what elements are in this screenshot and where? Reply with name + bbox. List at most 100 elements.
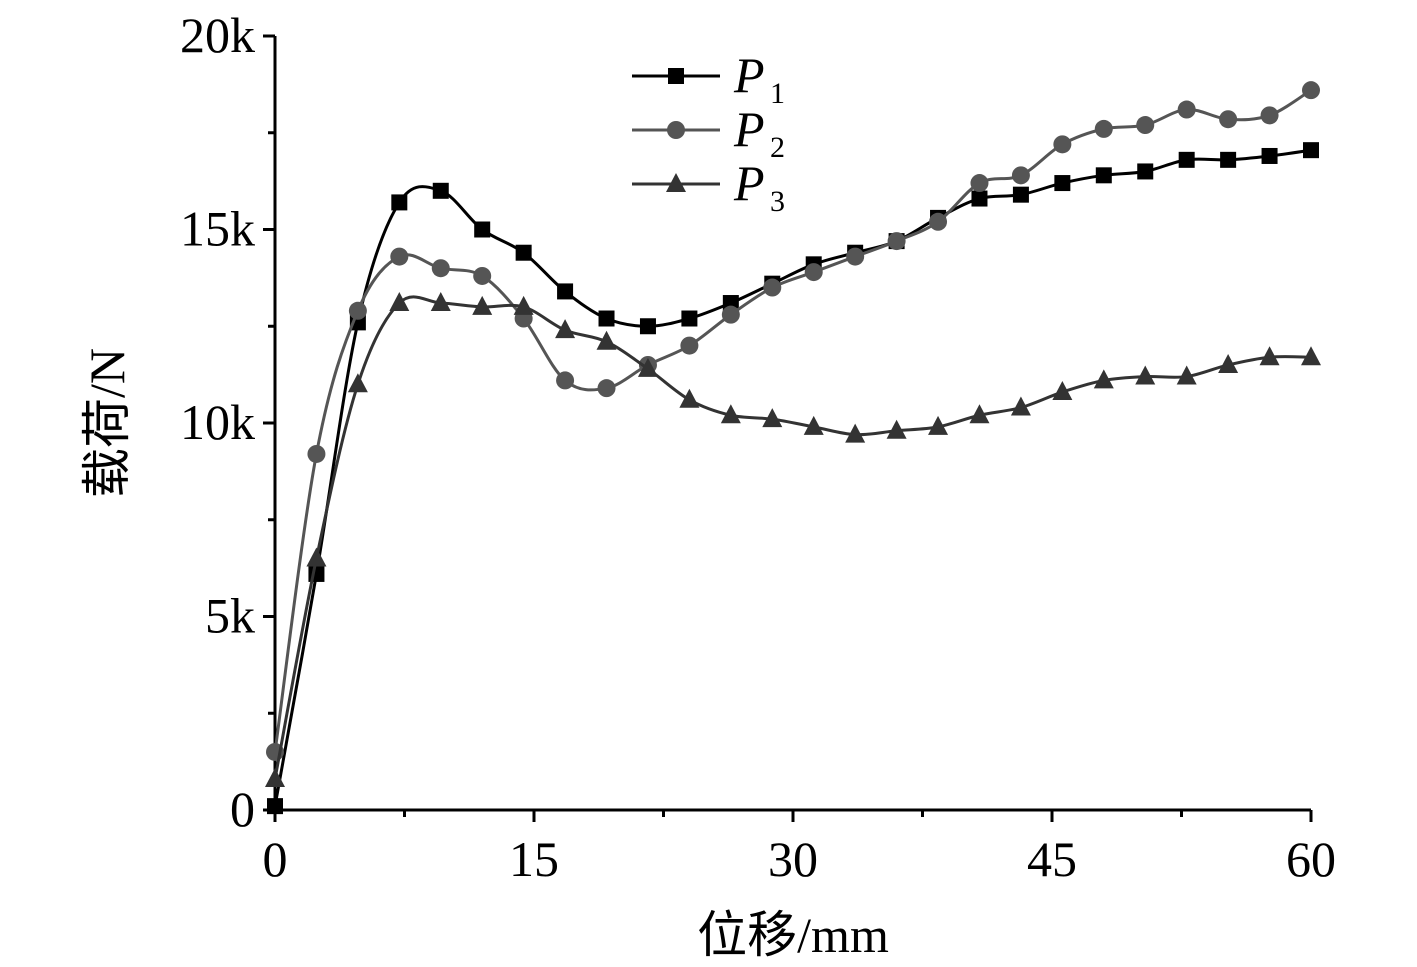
data-point: [1010, 396, 1031, 416]
data-point: [348, 301, 367, 320]
data-point: [681, 310, 698, 327]
y-tick-label: 5k: [205, 588, 255, 644]
data-point: [887, 232, 906, 251]
series-P2: [266, 81, 1320, 761]
data-point: [1176, 365, 1197, 385]
legend-subscript: 2: [770, 131, 785, 164]
data-point: [639, 318, 656, 335]
data-point: [430, 292, 451, 312]
data-point: [515, 244, 532, 261]
data-point: [597, 379, 616, 398]
data-point: [1301, 346, 1321, 366]
data-point: [1219, 110, 1238, 129]
data-point: [680, 336, 699, 355]
legend-subscript: 1: [770, 77, 785, 110]
y-tick-label: 15k: [180, 201, 255, 257]
data-point: [804, 263, 823, 282]
data-point: [1218, 353, 1239, 373]
data-point: [1260, 106, 1279, 125]
data-point: [267, 798, 283, 815]
series-line: [273, 88, 1312, 753]
legend-subscript: 3: [770, 185, 785, 218]
data-point: [845, 423, 866, 443]
data-point: [803, 415, 824, 435]
data-point: [1178, 151, 1195, 168]
series-P1: [267, 142, 1319, 815]
data-point: [1052, 381, 1073, 401]
y-tick-label: 0: [230, 781, 255, 837]
data-point: [431, 259, 450, 278]
data-point: [391, 194, 408, 211]
data-point: [969, 404, 990, 424]
data-point: [1054, 175, 1071, 192]
legend-marker: [666, 173, 686, 192]
data-point: [886, 419, 907, 439]
data-point: [557, 283, 574, 300]
data-point: [763, 278, 782, 297]
x-tick-label: 15: [509, 831, 559, 887]
series-P3: [265, 292, 1321, 788]
data-point: [1093, 369, 1114, 389]
data-point: [679, 388, 700, 408]
data-point: [1259, 346, 1280, 366]
data-point: [1177, 100, 1196, 119]
data-point: [306, 547, 327, 567]
legend: P 1P 2P 3: [632, 47, 785, 218]
data-point: [1303, 142, 1319, 159]
data-point: [596, 330, 617, 350]
axes: 0 5k 10k 15k 20k 0 15 30 45 60: [180, 7, 1336, 887]
data-point: [1261, 147, 1278, 164]
data-point: [389, 292, 410, 312]
legend-label: P: [733, 47, 765, 103]
series-line: [273, 148, 1312, 807]
data-point: [762, 408, 783, 428]
data-point: [929, 212, 948, 231]
y-tick-label: 20k: [180, 7, 255, 63]
data-point: [432, 182, 449, 199]
data-point: [1136, 116, 1155, 135]
data-point: [846, 247, 865, 266]
data-point: [1137, 163, 1154, 180]
series-line: [273, 295, 1312, 780]
legend-marker: [668, 68, 684, 84]
data-point: [390, 247, 409, 266]
series-group: [265, 81, 1321, 815]
data-point: [473, 266, 492, 285]
data-point: [1135, 365, 1156, 385]
data-point: [721, 305, 740, 324]
data-point: [928, 415, 949, 435]
legend-label: P: [733, 101, 765, 157]
legend-label: P: [733, 155, 765, 211]
data-point: [720, 404, 741, 424]
x-axis-label: 位移/mm: [697, 907, 889, 963]
data-point: [307, 444, 326, 463]
data-point: [637, 357, 658, 377]
x-tick-label: 60: [1286, 831, 1336, 887]
data-point: [1012, 186, 1029, 203]
data-point: [265, 768, 285, 788]
x-tick-label: 45: [1027, 831, 1077, 887]
data-point: [513, 295, 534, 315]
data-point: [1220, 151, 1237, 168]
data-point: [1095, 167, 1112, 184]
data-point: [472, 295, 493, 315]
y-tick-label: 10k: [180, 394, 255, 450]
x-tick-label: 0: [263, 831, 288, 887]
data-point: [474, 221, 491, 238]
data-point: [1053, 135, 1072, 154]
data-point: [1011, 166, 1030, 185]
data-point: [1302, 81, 1320, 100]
y-axis-label: 载荷/N: [79, 348, 135, 498]
data-point: [556, 371, 575, 390]
data-point: [970, 174, 989, 193]
data-point: [598, 310, 615, 327]
data-point: [555, 319, 576, 339]
data-point: [1094, 119, 1113, 138]
data-point: [971, 190, 988, 207]
data-point: [347, 373, 368, 393]
x-tick-label: 30: [768, 831, 818, 887]
